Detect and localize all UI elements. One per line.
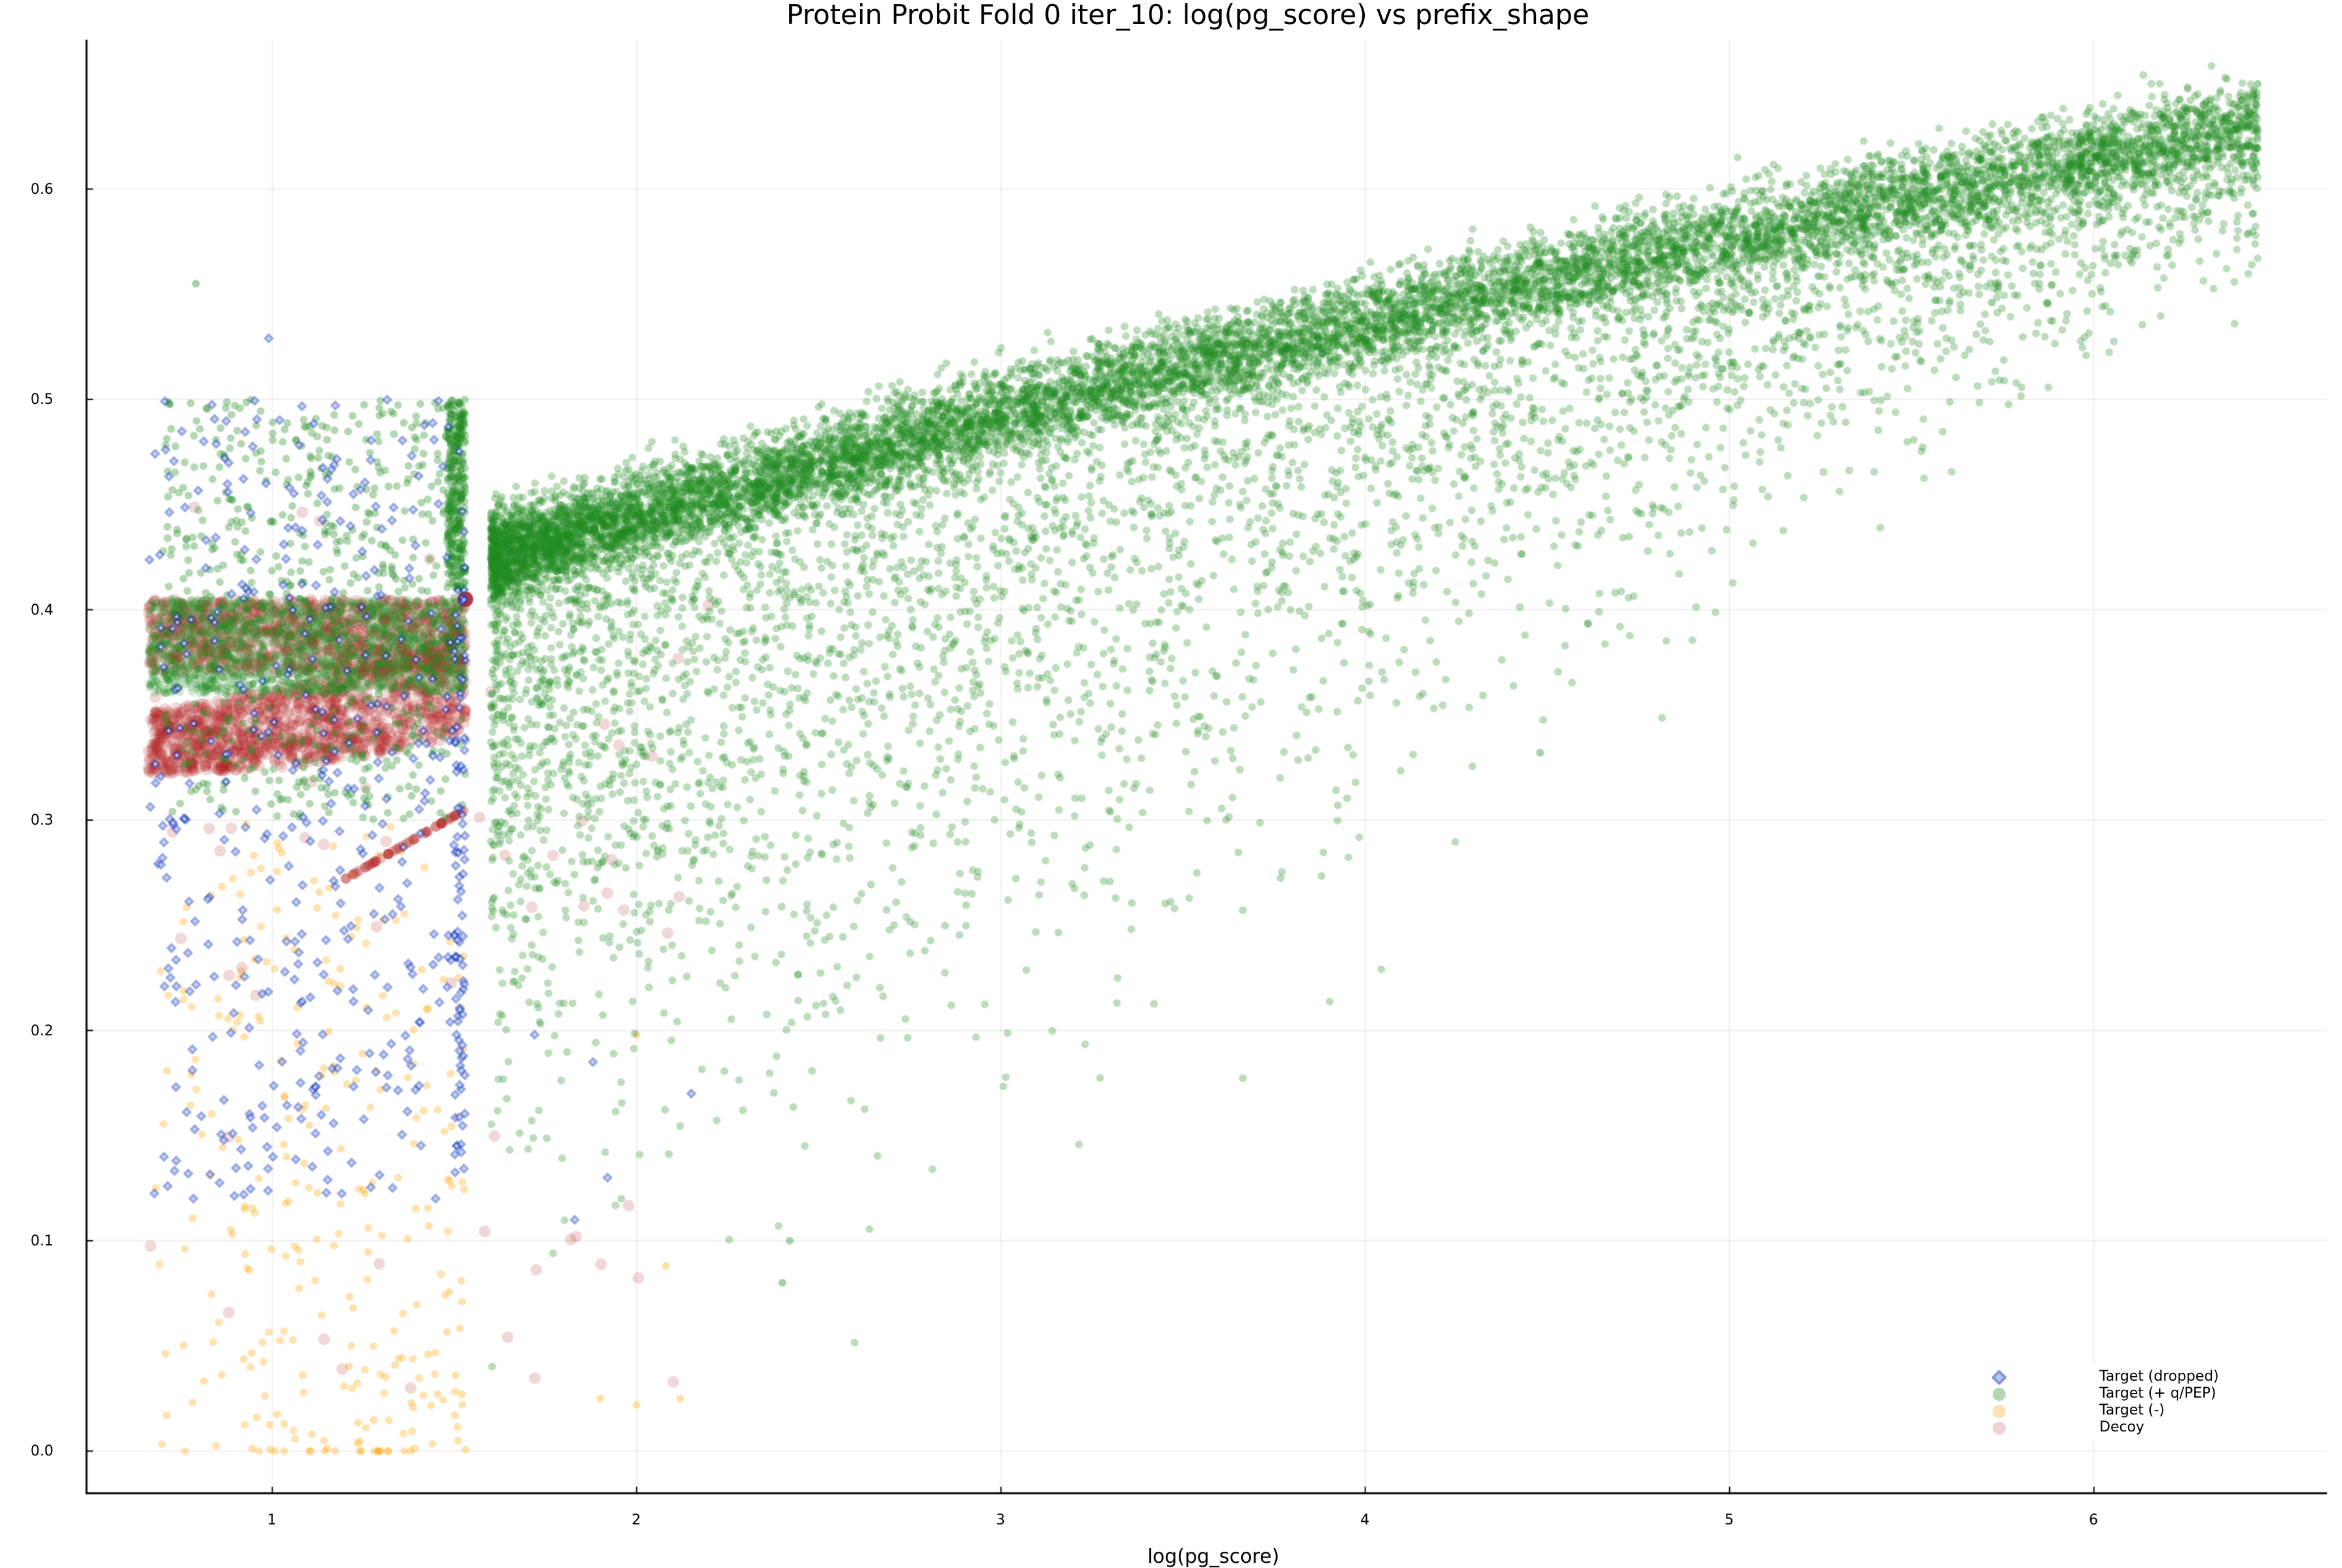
x-tick-label: 3 <box>996 1512 1005 1528</box>
legend: Target (dropped) Target (+ q/PEP) Target… <box>1978 1364 2316 1440</box>
x-tick-label: 5 <box>1725 1512 1734 1528</box>
y-tick-label: 0.0 <box>31 1443 53 1459</box>
y-tick-label: 0.3 <box>31 812 53 829</box>
legend-label: Target (dropped) <box>2099 1368 2219 1385</box>
x-tick-label: 1 <box>267 1512 276 1528</box>
legend-label: Target (+ q/PEP) <box>2099 1385 2216 1402</box>
x-tick-label: 2 <box>632 1512 641 1528</box>
legend-item-target-negative: Target (-) <box>1978 1402 2316 1419</box>
x-tick-label: 6 <box>2089 1512 2098 1528</box>
y-tick-label: 0.5 <box>31 392 53 408</box>
diamond-marker-icon <box>1992 1370 2006 1385</box>
chart-title: Protein Probit Fold 0 iter_10: log(pg_sc… <box>787 0 1589 31</box>
y-tick-label: 0.2 <box>31 1023 53 1039</box>
y-tick-label: 0.6 <box>31 181 53 198</box>
x-tick-label: 4 <box>1360 1512 1369 1528</box>
y-tick-label: 0.4 <box>31 602 53 618</box>
legend-item-target-dropped: Target (dropped) <box>1978 1368 2316 1385</box>
green-circle-marker-icon <box>1993 1388 2006 1401</box>
legend-item-target-q-pep: Target (+ q/PEP) <box>1978 1385 2316 1402</box>
y-tick-label: 0.1 <box>31 1233 53 1249</box>
x-axis-label: log(pg_score) <box>1147 1545 1280 1568</box>
red-circle-marker-icon <box>1993 1422 2006 1435</box>
legend-item-decoy: Decoy <box>1978 1419 2316 1436</box>
legend-label: Target (-) <box>2099 1402 2165 1418</box>
legend-label: Decoy <box>2099 1419 2145 1435</box>
orange-circle-marker-icon <box>1993 1405 2006 1418</box>
